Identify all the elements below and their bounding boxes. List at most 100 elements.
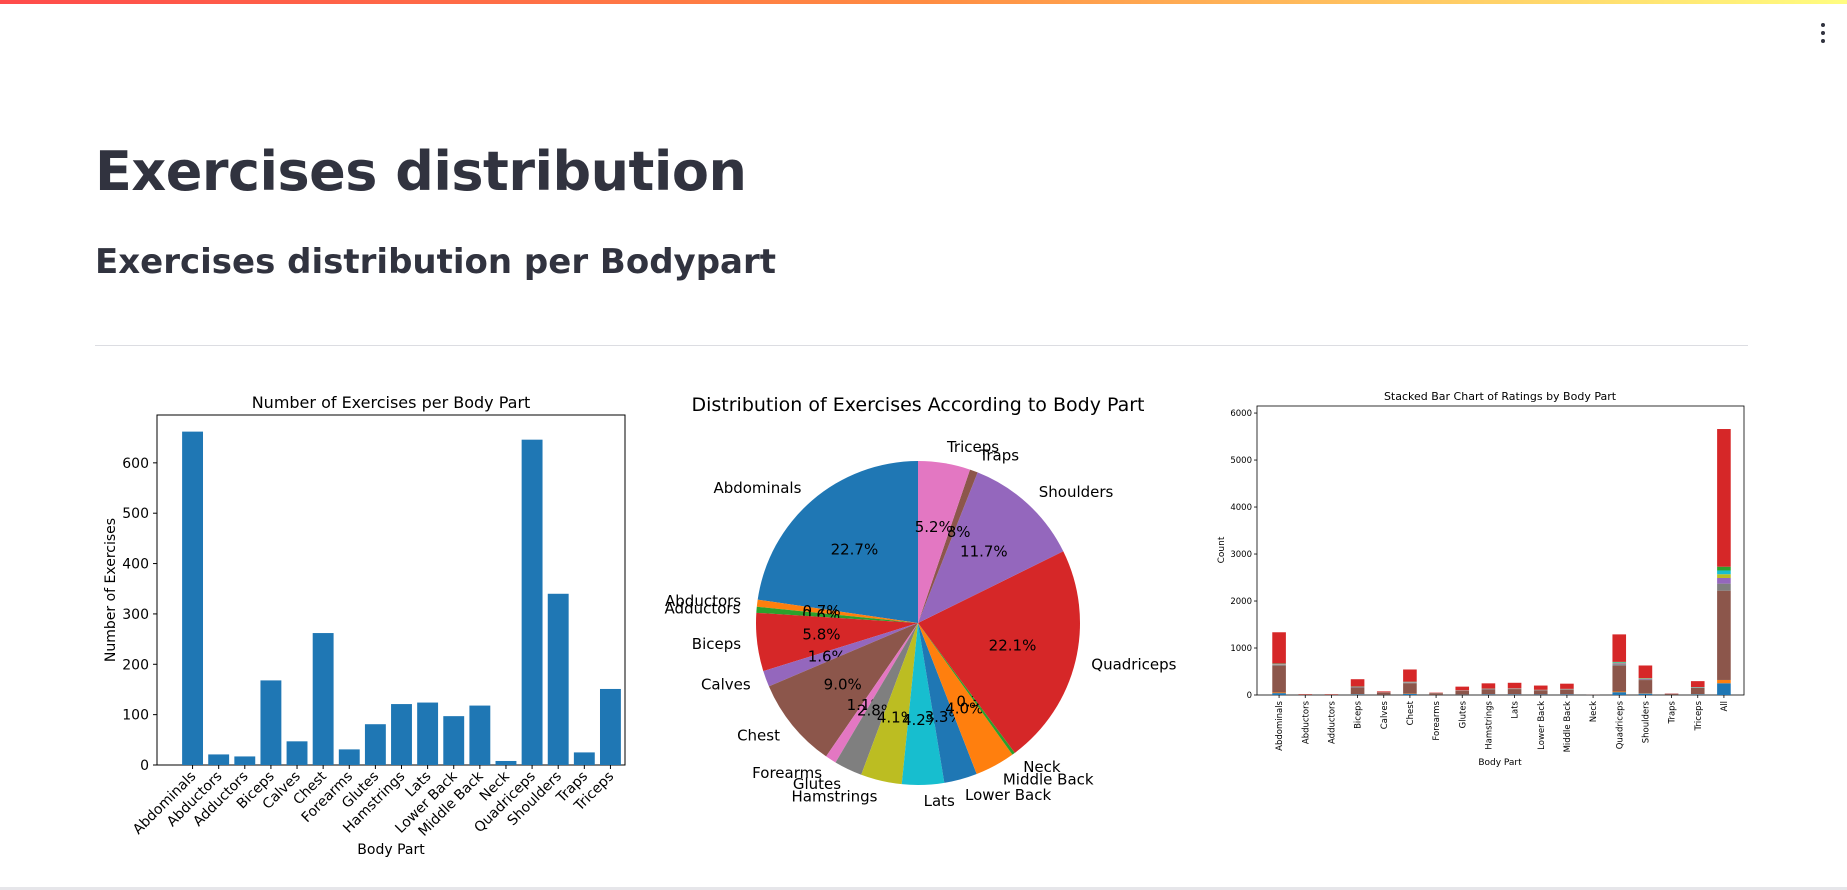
pie-pct-label: 4.1% <box>877 709 915 727</box>
stacked-bar-segment <box>1560 683 1574 689</box>
main-menu-button[interactable] <box>1816 20 1832 46</box>
pie-slice <box>918 469 978 623</box>
pie-slice-label: Biceps <box>692 635 741 653</box>
stacked-bar-segment <box>1507 682 1522 689</box>
pie-slice-label: Abdominals <box>713 479 801 497</box>
stacked-bar-segment <box>1612 663 1627 665</box>
stacked-bar-segment <box>1638 693 1653 695</box>
pie-slice <box>918 623 1015 755</box>
x-tick-label: Adductors <box>1327 700 1337 744</box>
stacked-bar-segment <box>1507 689 1522 695</box>
pie-chart: Distribution of Exercises According to B… <box>665 394 1177 810</box>
stacked-bar-segment <box>1272 665 1286 693</box>
x-tick-label: Middle Back <box>1563 701 1573 752</box>
pie-pct-label: 5.8% <box>802 626 840 644</box>
bar <box>312 633 334 765</box>
y-tick-label: 4000 <box>1230 503 1252 513</box>
stacked-bar-segment <box>1481 689 1496 695</box>
stacked-bar-chart: Stacked Bar Chart of Ratings by Body Par… <box>1217 390 1745 768</box>
stacked-bar-segment <box>1690 681 1705 688</box>
pie-slice <box>918 623 1013 774</box>
stacked-bar-segment <box>1717 566 1731 571</box>
stacked-bar-segment <box>1717 429 1731 567</box>
pie-slice-label: Glutes <box>793 775 841 793</box>
stacked-bar-segment <box>1612 691 1627 693</box>
stacked-bar-segment <box>1403 669 1417 682</box>
y-tick-label: 500 <box>122 506 149 522</box>
bar <box>234 756 256 765</box>
stacked-bar-segment <box>1612 634 1627 662</box>
x-tick-label: Traps <box>1668 700 1678 724</box>
bar <box>182 431 204 765</box>
stacked-bar-segment <box>1376 692 1391 695</box>
stacked-chart-ylabel: Count <box>1217 536 1227 563</box>
stacked-bar-segment <box>1272 632 1286 664</box>
divider <box>95 345 1748 346</box>
pie-slice <box>918 623 977 783</box>
pie-pct-label: 11.7% <box>960 543 1008 561</box>
stacked-bar-segment <box>1272 664 1286 666</box>
bar <box>338 749 360 765</box>
stacked-bar-segment <box>1717 590 1731 680</box>
stacked-bar-segment <box>1403 682 1417 684</box>
bar <box>495 760 517 765</box>
stacked-bar-segment <box>1612 692 1627 695</box>
stacked-bar-segment <box>1272 693 1286 695</box>
bar-chart-ylabel: Number of Exercises <box>103 518 119 662</box>
pie-slice-label: Middle Back <box>1003 771 1094 789</box>
pie-slice <box>835 623 918 775</box>
pie-slice <box>918 472 1064 623</box>
top-accent-bar <box>0 0 1847 4</box>
stacked-bar-segment <box>1533 685 1548 690</box>
stacked-chart-xlabel: Body Part <box>1478 758 1522 768</box>
pie-chart-title: Distribution of Exercises According to B… <box>691 394 1144 416</box>
y-tick-label: 1000 <box>1230 644 1252 654</box>
pie-slice-label: Calves <box>701 675 751 693</box>
x-tick-label: Quadriceps <box>1615 700 1625 749</box>
stacked-bar-segment <box>1638 665 1653 679</box>
bar <box>521 439 543 765</box>
stacked-bar-segment <box>1638 679 1653 681</box>
pie-slice <box>757 461 918 623</box>
x-tick-label: Neck <box>1589 701 1599 722</box>
pie-slice-label: Adductors <box>665 599 741 617</box>
pie-slice <box>861 623 918 785</box>
pie-slice-label: Lower Back <box>965 786 1051 804</box>
stacked-bar-segment <box>1717 577 1731 584</box>
stacked-bar-segment <box>1560 694 1574 695</box>
bar-chart-title: Number of Exercises per Body Part <box>252 393 531 412</box>
stacked-bar-segment <box>1272 692 1286 694</box>
pie-slice <box>756 606 918 623</box>
pie-pct-label: 4.0% <box>945 699 983 717</box>
bar-chart: Number of Exercises per Body Part Number… <box>103 393 626 858</box>
pie-slice-label: Forearms <box>752 764 822 782</box>
pie-slice-label: Neck <box>1023 758 1061 776</box>
stacked-bar-segment <box>1376 691 1391 693</box>
pie-pct-label: 22.7% <box>831 540 879 558</box>
stacked-bar-segment <box>1533 690 1548 695</box>
y-tick-label: 3000 <box>1230 550 1252 560</box>
pie-slice-label: Quadriceps <box>1091 656 1176 674</box>
x-tick-label: Calves <box>1380 700 1390 729</box>
x-tick-label: Triceps <box>1694 700 1704 731</box>
y-tick-label: 400 <box>122 557 149 573</box>
x-tick-label: Forearms <box>1432 700 1442 740</box>
pie-pct-label: 9.0% <box>824 675 862 693</box>
pie-slice <box>756 599 918 623</box>
stacked-bar-segment <box>1717 683 1731 695</box>
pie-slice-label: Lats <box>924 792 955 810</box>
stacked-bar-segment <box>1690 694 1705 695</box>
stacked-bar-segment <box>1507 694 1522 695</box>
bar <box>599 688 621 765</box>
stacked-bar-segment <box>1481 683 1496 689</box>
stacked-bar-segment <box>1612 664 1627 666</box>
stacked-bar-segment <box>1403 683 1417 694</box>
stacked-bar-segment <box>1455 686 1470 691</box>
bar <box>417 702 439 765</box>
stacked-bar-segment <box>1664 693 1679 695</box>
pie-pct-label: 5.2% <box>915 518 953 536</box>
bar <box>573 752 595 765</box>
stacked-bar-segment <box>1403 693 1417 695</box>
bar <box>391 704 412 765</box>
stacked-bar-segment <box>1690 687 1705 695</box>
